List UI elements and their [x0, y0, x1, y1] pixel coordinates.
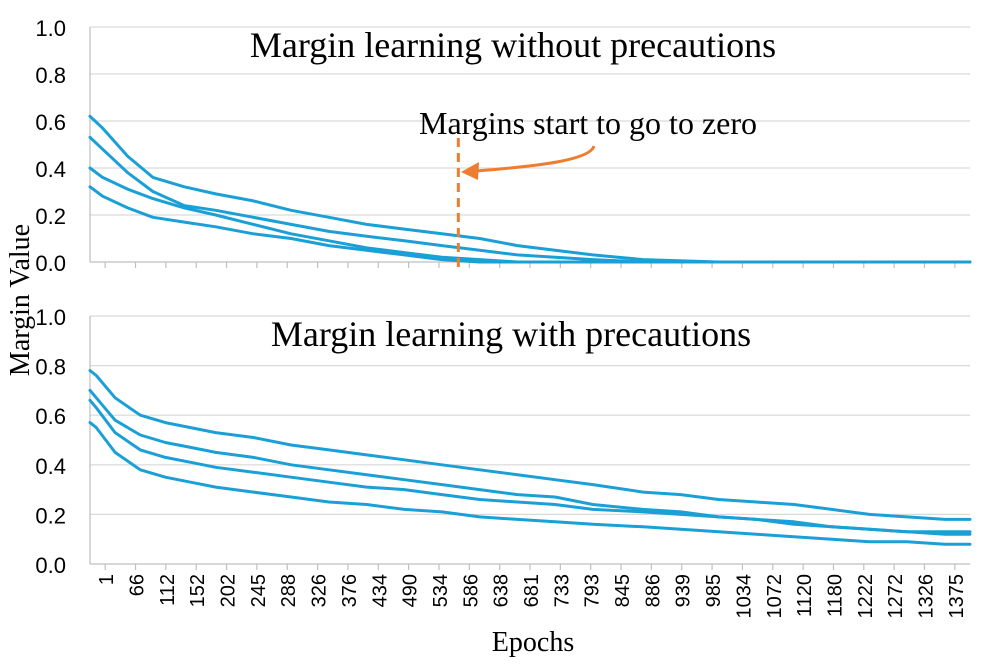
annotation-arrow-head: [461, 162, 479, 180]
y-tick-label: 0.6: [35, 404, 66, 429]
y-tick-label: 0.4: [35, 157, 66, 182]
x-tick-label: 845: [612, 574, 634, 607]
y-tick-label: 0.2: [35, 204, 66, 229]
x-tick-label: 202: [218, 574, 240, 607]
panel-top-plot: 0.0 0.2 0.4 0.6 0.8 1.0: [35, 16, 972, 276]
x-tick-label: 152: [187, 574, 209, 607]
x-tick-label: 939: [673, 574, 695, 607]
x-tick-label: 1072: [764, 574, 786, 619]
x-tick-label: 326: [309, 574, 331, 607]
y-tick-label: 0.2: [35, 503, 66, 528]
x-tick-label: 534: [430, 574, 452, 607]
x-tick-label: 434: [369, 574, 391, 607]
series-line-bottom-4: [88, 421, 972, 546]
x-tick-label: 681: [521, 574, 543, 607]
y-tick-label: 1.0: [35, 16, 66, 41]
y-tick-label: 0.0: [35, 251, 66, 276]
y-tick-label: 0.4: [35, 454, 66, 479]
x-axis-label: Epochs: [492, 627, 574, 658]
y-tick-label: 0.8: [35, 355, 66, 380]
series-line-top-3: [88, 166, 972, 264]
x-tick-label: 112: [157, 574, 179, 606]
x-axis-tick-labels: 1 66 112 152 202 245 288 326 376 434 490 534 586 638 6…: [96, 574, 968, 619]
x-tick-label: 376: [339, 574, 361, 607]
y-tick-label: 0.6: [35, 110, 66, 135]
panel-bottom-title: Margin learning with precautions: [271, 314, 751, 354]
y-tick-label: 0.0: [35, 553, 66, 578]
x-tick-label: 1272: [885, 574, 907, 619]
x-tick-label: 985: [703, 574, 725, 607]
x-tick-label: 793: [582, 574, 604, 607]
series-line-bottom-3: [88, 398, 972, 536]
series-line-bottom-1: [88, 369, 972, 521]
x-tick-label: 66: [127, 574, 149, 596]
x-tick-label: 1034: [733, 574, 755, 619]
x-tick-label: 288: [278, 574, 300, 607]
x-tick-label: 1120: [794, 574, 816, 617]
series-line-top-4: [88, 185, 972, 264]
x-tick-label: 1: [96, 574, 118, 585]
panel-bottom-plot: 0.0 0.2 0.4 0.6 0.8 1.0: [35, 305, 972, 578]
panel-top-title: Margin learning without precautions: [250, 25, 776, 65]
series-line-top-1: [88, 114, 972, 264]
y-tick-label: 0.8: [35, 63, 66, 88]
x-tick-label: 638: [491, 574, 513, 607]
x-tick-label: 886: [642, 574, 664, 607]
x-tick-label: 1375: [946, 574, 968, 619]
x-tick-label: 586: [460, 574, 482, 607]
x-tick-label: 490: [400, 574, 422, 607]
series-line-top-2: [88, 135, 972, 264]
annotation-label: Margins start to go to zero: [419, 105, 757, 141]
y-axis-label: Margin Value: [5, 224, 36, 376]
x-tick-label: 733: [551, 574, 573, 607]
annotation: [456, 138, 596, 268]
x-tick-label: 1326: [916, 574, 938, 619]
x-tick-label: 245: [248, 574, 270, 607]
x-tick-label: 1180: [824, 574, 846, 617]
x-tick-label: 1222: [855, 574, 877, 619]
annotation-arrow: [475, 145, 596, 173]
y-tick-label: 1.0: [35, 305, 66, 330]
